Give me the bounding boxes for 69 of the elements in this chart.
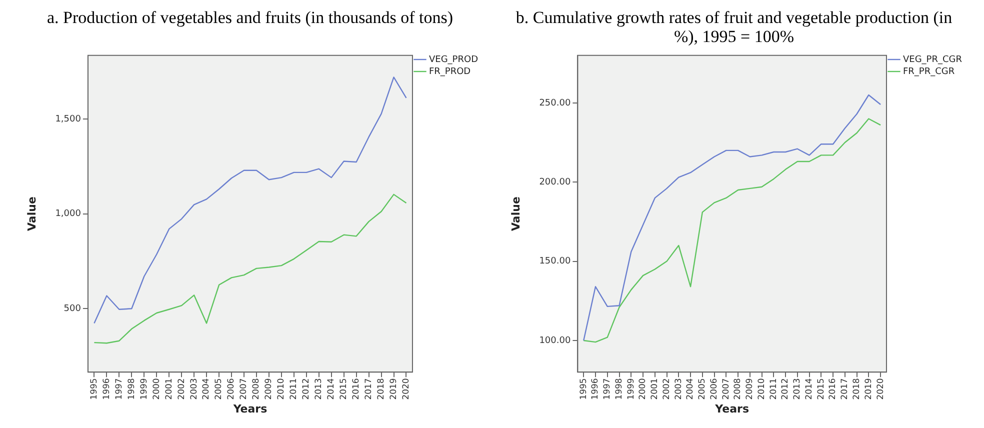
x-tick-label: 2011 — [289, 378, 300, 400]
x-tick-label: 2007 — [721, 378, 732, 400]
x-tick-label: 2015 — [816, 378, 826, 400]
y-axis-title: Value — [509, 196, 522, 231]
x-tick-label: 2000 — [152, 378, 162, 400]
x-tick-label: 2014 — [326, 378, 337, 400]
x-tick-label: 2008 — [252, 378, 262, 400]
x-tick-label: 2020 — [876, 378, 886, 400]
x-tick-label: 2005 — [214, 378, 224, 400]
x-tick-label: 2009 — [264, 378, 274, 400]
x-tick-label: 1997 — [114, 378, 124, 400]
x-tick-label: 1996 — [102, 378, 112, 400]
x-tick-label: 2016 — [352, 378, 362, 400]
x-tick-label: 1999 — [139, 378, 150, 400]
x-tick-label: 2012 — [302, 378, 312, 400]
x-tick-label: 2006 — [709, 378, 720, 400]
legend-label: VEG_PR_CGR — [902, 54, 962, 65]
x-tick-label: 2003 — [674, 378, 684, 400]
x-tick-label: 1995 — [578, 378, 589, 400]
x-axis-title: Years — [232, 402, 268, 416]
x-tick-label: 1995 — [89, 378, 100, 400]
x-axis-title: Years — [714, 402, 750, 416]
legend-label: FR_PROD — [428, 66, 471, 77]
x-tick-label: 2010 — [756, 378, 767, 400]
x-tick-label: 2006 — [226, 378, 237, 400]
x-tick-label: 2014 — [804, 378, 814, 400]
y-tick-label: 100.00 — [539, 336, 571, 346]
x-tick-label: 2007 — [239, 378, 250, 400]
x-tick-label: 2005 — [698, 378, 708, 400]
x-tick-label: 2002 — [662, 378, 672, 400]
x-tick-label: 2000 — [638, 378, 648, 400]
x-tick-label: 2019 — [388, 378, 399, 400]
x-tick-label: 2011 — [768, 378, 779, 400]
y-tick-label: 500 — [64, 304, 82, 314]
x-tick-label: 2004 — [202, 378, 212, 400]
x-tick-label: 1996 — [590, 378, 601, 400]
x-tick-label: 2020 — [401, 378, 412, 400]
y-tick-label: 1,500 — [55, 114, 82, 124]
x-tick-label: 2001 — [164, 378, 174, 400]
x-tick-label: 2018 — [376, 378, 386, 400]
x-tick-label: 1999 — [626, 378, 636, 400]
x-tick-label: 2012 — [780, 378, 791, 400]
x-tick-label: 2002 — [176, 378, 187, 400]
y-tick-label: 250.00 — [539, 98, 571, 108]
chart-title: b. Cumulative growth rates of fruit and vegetable production (in %), 1995 = 100% — [514, 8, 954, 48]
y-tick-label: 150.00 — [539, 256, 571, 267]
x-tick-label: 2017 — [840, 378, 850, 400]
legend-label: VEG_PROD — [428, 54, 478, 65]
x-tick-label: 2013 — [792, 378, 803, 400]
chart-title: a. Production of vegetables and fruits (in thousands of tons) — [46, 8, 454, 29]
x-tick-label: 2013 — [314, 378, 324, 400]
x-tick-label: 1998 — [614, 378, 624, 400]
legend-label: FR_PR_CGR — [902, 66, 955, 77]
y-tick-label: 200.00 — [539, 177, 571, 188]
x-tick-label: 2001 — [650, 378, 660, 400]
x-tick-label: 1998 — [126, 378, 137, 400]
x-tick-label: 2010 — [276, 378, 287, 400]
y-axis-title: Value — [25, 196, 38, 231]
x-tick-label: 2018 — [852, 378, 862, 400]
x-tick-label: 2004 — [686, 378, 696, 400]
y-tick-label: 1,000 — [55, 209, 82, 220]
x-tick-label: 2016 — [828, 378, 838, 400]
x-tick-label: 2003 — [189, 378, 200, 400]
x-tick-label: 2008 — [733, 378, 744, 400]
x-tick-label: 2019 — [864, 378, 874, 400]
x-tick-label: 2015 — [339, 378, 350, 400]
x-tick-label: 2009 — [745, 378, 756, 400]
x-tick-label: 1997 — [602, 378, 613, 400]
x-tick-label: 2017 — [364, 378, 374, 400]
